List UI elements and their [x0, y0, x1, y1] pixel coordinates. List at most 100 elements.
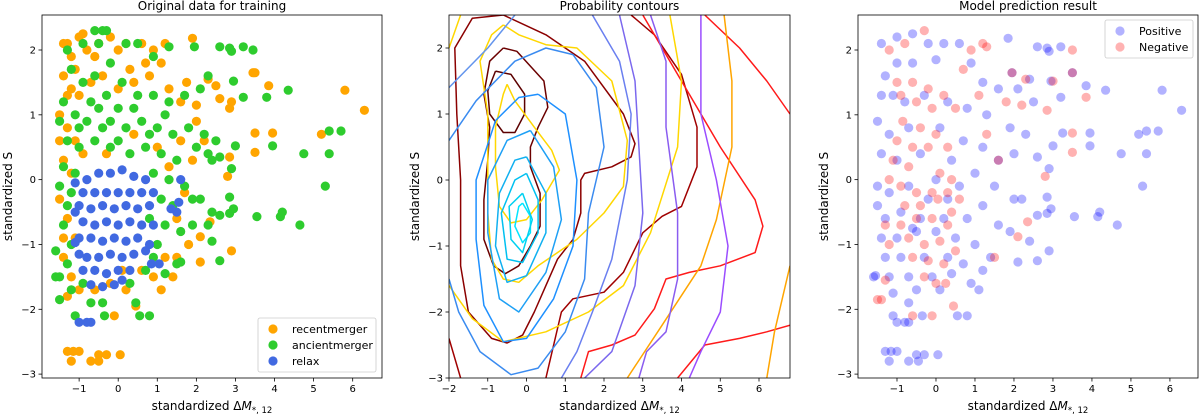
point-negative	[958, 64, 968, 74]
x-tick-label: −2	[442, 384, 457, 395]
point-ancientmerger	[148, 168, 158, 178]
contour-line	[500, 172, 539, 264]
contour-line	[494, 156, 547, 284]
point-relax	[105, 249, 115, 259]
point-relax	[78, 188, 88, 198]
point-ancientmerger	[58, 162, 69, 172]
point-positive	[892, 32, 902, 42]
point-positive	[978, 265, 988, 275]
y-tick-label: −3	[428, 374, 443, 385]
x-tick-label: 2	[601, 384, 607, 395]
point-positive	[876, 149, 887, 159]
point-recentmerger	[223, 171, 233, 181]
point-positive	[1025, 74, 1035, 84]
point-ancientmerger	[320, 181, 330, 191]
point-positive	[947, 269, 957, 279]
point-relax	[109, 280, 119, 290]
legend-marker-positive	[1115, 26, 1125, 36]
point-ancientmerger	[90, 71, 100, 81]
point-negative	[947, 175, 957, 185]
point-relax	[90, 188, 100, 198]
point-relax	[154, 259, 164, 269]
point-negative	[950, 103, 961, 113]
point-ancientmerger	[121, 123, 131, 133]
point-positive	[1005, 226, 1015, 237]
point-recentmerger	[129, 129, 139, 139]
x-tick-label: 5	[310, 384, 316, 395]
x-tick-label: 3	[1050, 384, 1056, 395]
contour-line	[494, 83, 561, 224]
point-negative	[908, 311, 918, 321]
point-ancientmerger	[283, 85, 293, 95]
x-tick-label: 2	[1011, 384, 1017, 395]
contour-line	[487, 70, 526, 134]
contour-line	[449, 15, 516, 89]
point-relax	[113, 220, 123, 230]
point-positive	[1093, 212, 1103, 222]
point-relax	[174, 197, 184, 207]
point-ancientmerger	[195, 84, 205, 94]
point-negative	[911, 188, 922, 198]
point-ancientmerger	[152, 239, 162, 250]
point-negative	[943, 220, 953, 230]
point-recentmerger	[62, 123, 72, 133]
point-relax	[90, 220, 100, 230]
point-negative	[982, 42, 992, 52]
contour-line	[475, 93, 578, 343]
point-ancientmerger	[105, 142, 115, 152]
point-negative	[1001, 97, 1011, 107]
point-positive	[1157, 85, 1167, 95]
axes-frame	[857, 14, 1199, 379]
point-relax	[98, 236, 108, 246]
point-ancientmerger	[262, 92, 272, 102]
point-positive	[870, 271, 881, 281]
point-ancientmerger	[131, 298, 141, 308]
point-ancientmerger	[82, 116, 92, 126]
point-relax	[121, 236, 131, 246]
point-positive	[939, 213, 949, 224]
point-positive	[908, 58, 918, 68]
point-positive	[1013, 84, 1023, 94]
point-relax	[82, 252, 92, 262]
point-negative	[978, 38, 988, 49]
point-relax	[113, 265, 123, 275]
point-ancientmerger	[164, 97, 174, 107]
series-ancientmerger	[51, 26, 346, 321]
point-relax	[105, 168, 115, 178]
point-positive	[896, 207, 906, 217]
point-relax	[101, 188, 112, 198]
point-ancientmerger	[70, 110, 80, 120]
point-positive	[872, 201, 883, 211]
legend-label-positive: Positive	[1139, 25, 1182, 38]
series-relax	[70, 165, 186, 327]
point-recentmerger	[340, 85, 350, 95]
point-positive	[923, 194, 933, 204]
point-negative	[923, 142, 933, 152]
legend-marker-negative	[1115, 42, 1125, 52]
point-positive	[915, 213, 926, 224]
point-negative	[923, 256, 933, 266]
contour-line	[580, 15, 764, 378]
point-ancientmerger	[133, 90, 143, 100]
y-tick-label: 2	[437, 44, 443, 55]
point-recentmerger	[115, 350, 125, 360]
point-relax	[101, 217, 112, 227]
point-relax	[137, 220, 147, 230]
legend-label-relax: relax	[292, 355, 320, 368]
x-tick-label: 3	[640, 384, 646, 395]
point-ancientmerger	[215, 152, 225, 162]
series-positive	[869, 29, 1187, 366]
point-negative	[982, 129, 992, 139]
point-ancientmerger	[66, 285, 76, 295]
plot-area	[51, 26, 369, 366]
y-tick-label: 1	[437, 110, 443, 121]
point-positive	[1101, 85, 1111, 95]
point-relax	[82, 175, 92, 185]
point-ancientmerger	[225, 208, 235, 218]
legend-label-negative: Negative	[1139, 41, 1189, 54]
point-positive	[911, 350, 922, 360]
point-positive	[884, 272, 894, 282]
point-recentmerger	[268, 128, 278, 138]
point-negative	[872, 295, 883, 305]
point-positive	[904, 317, 914, 327]
